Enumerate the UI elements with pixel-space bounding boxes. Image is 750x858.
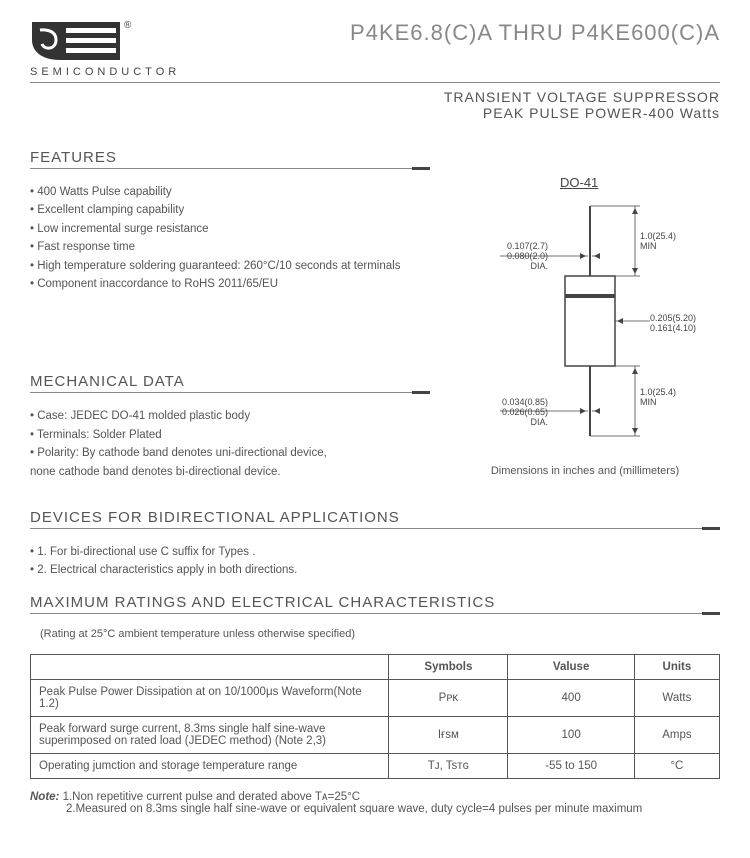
- bidirectional-section: DEVICES FOR BIDIRECTIONAL APPLICATIONS 1…: [30, 509, 720, 580]
- ratings-note: (Rating at 25°C ambient temperature unle…: [40, 628, 720, 640]
- col-symbols: Symbols: [389, 654, 508, 679]
- mechanical-list: Case: JEDEC DO-41 molded plastic bodyTer…: [30, 407, 430, 481]
- dim-bottom-lead: 1.0(25.4) MIN: [640, 388, 676, 408]
- ratings-table: Symbols Valuse Units Peak Pulse Power Di…: [30, 654, 720, 779]
- sub-title-block: TRANSIENT VOLTAGE SUPPRESSOR PEAK PULSE …: [30, 89, 720, 121]
- dim-top-lead: 1.0(25.4) MIN: [640, 232, 676, 252]
- mechanical-section: MECHANICAL DATA Case: JEDEC DO-41 molded…: [30, 373, 430, 481]
- brand-logo-icon: [30, 20, 122, 62]
- sub-title-2: PEAK PULSE POWER-400 Watts: [30, 105, 720, 121]
- cell-symbol: Iғsᴍ: [389, 716, 508, 753]
- footnote-2: 2.Measured on 8.3ms single half sine-wav…: [66, 803, 642, 815]
- footnotes: Note: 1.Non repetitive current pulse and…: [30, 791, 720, 815]
- list-item: Low incremental surge resistance: [30, 220, 430, 238]
- package-diagram-block: DO-41: [450, 121, 720, 481]
- dim-lead-dia-bot: 0.034(0.85) 0.026(0.65) DIA.: [488, 398, 548, 428]
- cell-desc: Peak forward surge current, 8.3ms single…: [31, 716, 389, 753]
- dimension-caption: Dimensions in inches and (millimeters): [450, 465, 720, 477]
- mechanical-title: MECHANICAL DATA: [30, 373, 430, 393]
- list-item: Fast response time: [30, 238, 430, 256]
- cell-desc: Peak Pulse Power Dissipation at on 10/10…: [31, 679, 389, 716]
- header: ® SEMICONDUCTOR P4KE6.8(C)A THRU P4KE600…: [30, 20, 720, 83]
- list-item: 2. Electrical characteristics apply in b…: [30, 561, 720, 579]
- cell-symbol: Pᴘᴋ: [389, 679, 508, 716]
- list-item: Component inaccordance to RoHS 2011/65/E…: [30, 275, 430, 293]
- cell-unit: Amps: [634, 716, 719, 753]
- features-section: FEATURES 400 Watts Pulse capabilityExcel…: [30, 149, 430, 293]
- bidirectional-list: 1. For bi-directional use C suffix for T…: [30, 543, 720, 580]
- semiconductor-label: SEMICONDUCTOR: [30, 66, 180, 78]
- cell-value: -55 to 150: [508, 753, 634, 778]
- cell-value: 100: [508, 716, 634, 753]
- table-row: Peak Pulse Power Dissipation at on 10/10…: [31, 679, 720, 716]
- main-title: P4KE6.8(C)A THRU P4KE600(C)A: [210, 20, 720, 46]
- list-item: Terminals: Solder Plated: [30, 426, 430, 444]
- sub-title-1: TRANSIENT VOLTAGE SUPPRESSOR: [30, 89, 720, 105]
- footnote-1: 1.Non repetitive current pulse and derat…: [63, 791, 360, 803]
- table-header-row: Symbols Valuse Units: [31, 654, 720, 679]
- title-block: P4KE6.8(C)A THRU P4KE600(C)A: [210, 20, 720, 46]
- cell-symbol: Tᴊ, Tsᴛɢ: [389, 753, 508, 778]
- list-item: Case: JEDEC DO-41 molded plastic body: [30, 407, 430, 425]
- cell-unit: °C: [634, 753, 719, 778]
- do41-diagram: 1.0(25.4) MIN 0.107(2.7) 0.080(2.0) DIA.…: [450, 196, 710, 461]
- cell-unit: Watts: [634, 679, 719, 716]
- logo: ®: [30, 20, 180, 62]
- list-item: 1. For bi-directional use C suffix for T…: [30, 543, 720, 561]
- col-values: Valuse: [508, 654, 634, 679]
- note-label: Note:: [30, 791, 59, 803]
- list-item: 400 Watts Pulse capability: [30, 183, 430, 201]
- registered-mark: ®: [124, 20, 131, 31]
- cell-desc: Operating jumction and storage temperatu…: [31, 753, 389, 778]
- features-list: 400 Watts Pulse capabilityExcellent clam…: [30, 183, 430, 293]
- list-item: Polarity: By cathode band denotes uni-di…: [30, 444, 430, 481]
- table-row: Peak forward surge current, 8.3ms single…: [31, 716, 720, 753]
- list-item: Excellent clamping capability: [30, 201, 430, 219]
- ratings-section: MAXIMUM RATINGS AND ELECTRICAL CHARACTER…: [30, 594, 720, 779]
- cell-value: 400: [508, 679, 634, 716]
- package-label: DO-41: [560, 175, 720, 190]
- dim-body-width: 0.205(5.20) 0.161(4.10): [650, 314, 696, 334]
- bidirectional-title: DEVICES FOR BIDIRECTIONAL APPLICATIONS: [30, 509, 720, 529]
- logo-block: ® SEMICONDUCTOR: [30, 20, 180, 78]
- features-title: FEATURES: [30, 149, 430, 169]
- table-row: Operating jumction and storage temperatu…: [31, 753, 720, 778]
- dim-lead-dia-top: 0.107(2.7) 0.080(2.0) DIA.: [488, 242, 548, 272]
- list-item: High temperature soldering guaranteed: 2…: [30, 257, 430, 275]
- col-units: Units: [634, 654, 719, 679]
- ratings-title: MAXIMUM RATINGS AND ELECTRICAL CHARACTER…: [30, 594, 720, 614]
